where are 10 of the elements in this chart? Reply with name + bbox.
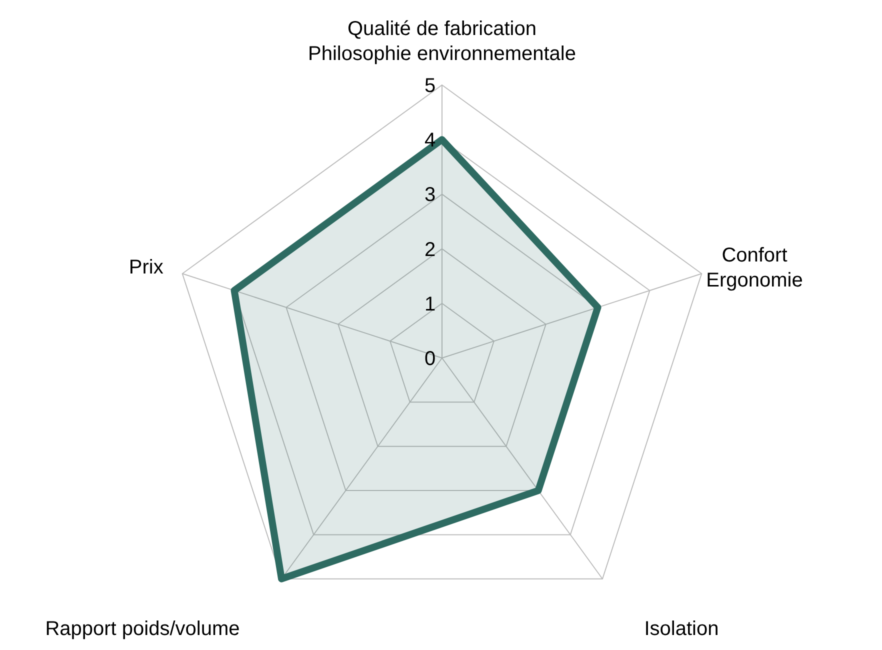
y-tick-label: 3 [424, 184, 436, 206]
spoke-label: Isolation [644, 618, 719, 640]
y-tick-label: 2 [424, 238, 436, 261]
y-tick-label: 5 [424, 75, 436, 97]
spoke-label: Prix [128, 256, 164, 278]
spoke-label: Qualité de fabrication Philosophie environnementale [308, 18, 576, 65]
y-tick-label: 0 [424, 348, 436, 370]
spoke-label: Confort Ergonomie [706, 244, 803, 292]
spoke-label: Rapport poids/volume [45, 618, 240, 640]
y-tick-label: 1 [424, 293, 436, 316]
